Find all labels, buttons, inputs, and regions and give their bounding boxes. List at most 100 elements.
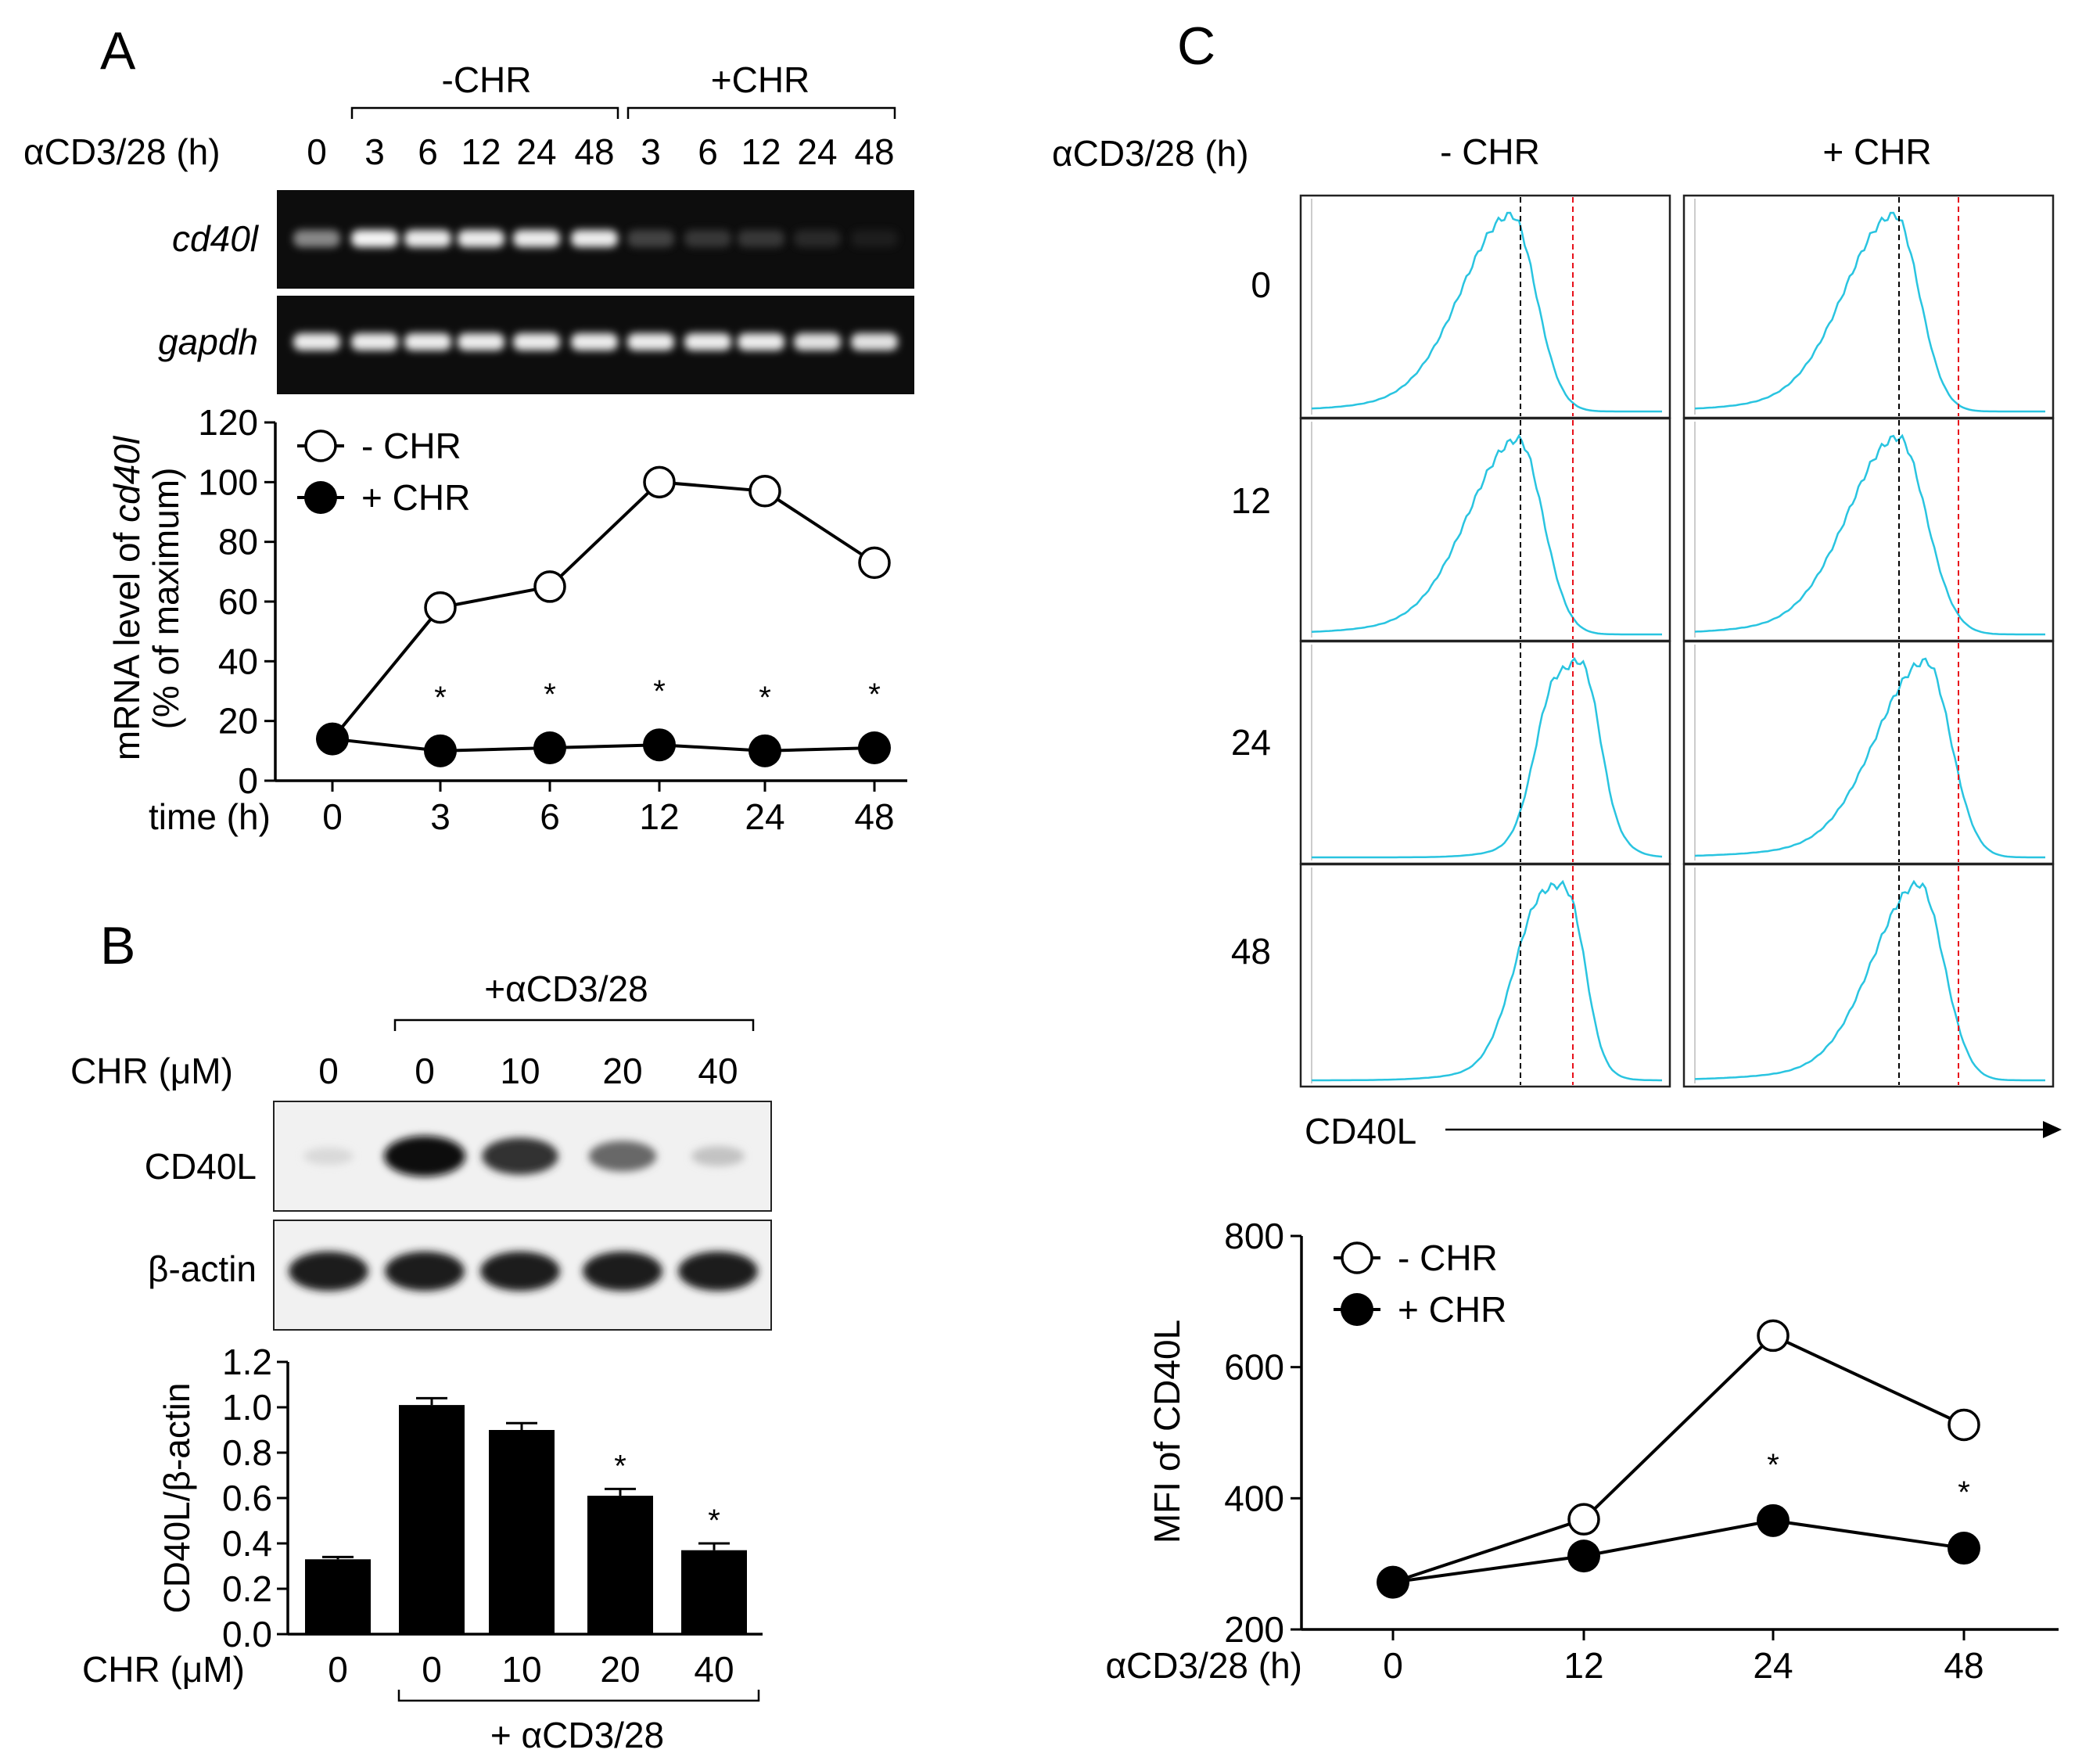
blot-lane-label: 10 [500,1051,540,1091]
y-axis-title: MFI of CD40L [1147,1320,1187,1543]
flow-column-minus-label: - CHR [1440,131,1540,172]
y-tick-label: 200 [1224,1609,1284,1650]
x-tick-label: 0 [1383,1645,1403,1686]
gel-group-minus-label: -CHR [442,59,532,100]
gel-treatment-label: αCD3/28 (h) [23,131,221,172]
y-tick-label: 0.6 [222,1478,272,1518]
x-tick-label: 10 [501,1649,541,1690]
x-tick-label: 48 [1944,1645,1983,1686]
bar [587,1496,653,1634]
x-tick-label: 24 [745,796,784,837]
x-tick-label: 0 [328,1649,348,1690]
flow-histogram-box [1299,417,1671,642]
bar [489,1430,555,1634]
gel-lane-label: 48 [854,131,894,172]
flow-histogram-trace [1312,656,1663,859]
legend-label: - CHR [1398,1238,1498,1278]
gel-bracket-minus [350,106,619,119]
panel-letter-b: B [100,916,135,975]
gel-row-cd40l-label: cd40l [172,218,260,259]
significance-star: * [868,677,881,712]
gel-row-gapdh-label: gapdh [158,322,258,362]
data-point-filled [533,731,566,765]
x-tick-label: 20 [600,1649,640,1690]
gel-lane-label: 3 [641,131,661,172]
series-line [1392,1518,1965,1584]
blot-dose-label: CHR (μM) [70,1051,233,1091]
data-point-open [1757,1319,1790,1353]
data-point-filled [858,731,891,765]
gel-band-cd40l [404,230,451,247]
flow-histogram-trace [1311,211,1662,413]
y-tick-label: 60 [218,581,258,622]
flow-histogram-trace [1694,433,2045,636]
flow-histogram-trace [1694,657,2045,859]
flow-histogram-box [1682,863,2055,1088]
x-tick-label: 48 [854,796,894,837]
x-axis-title: time (h) [149,796,271,837]
x-tick-label: 12 [639,796,679,837]
y-tick-label: 0.0 [222,1614,272,1654]
series-line [331,480,876,740]
y-axis-title: mRNA level of cd40l [106,435,147,760]
chart-c: 200 400 600 800 0 12 24 48 αCD3/28 (h) * * - CHR + C… [1105,1216,2059,1686]
flow-histograms-c: αCD3/28 (h) - CHR + CHR 0 12 24 48 CD40L [1052,131,2062,1151]
flow-row-label: 0 [1251,264,1271,305]
panel-letter-a: A [100,21,136,81]
legend-label: - CHR [361,426,461,466]
blot-image-b: +αCD3/28 CHR (μM) 0 0 10 20 40 CD40L β-actin [70,968,772,1331]
legend-label: + CHR [361,477,470,518]
gel-band-gapdh [571,333,618,350]
blot-row-cd40l-label: CD40L [145,1146,257,1187]
y-tick-label: 20 [218,701,258,742]
legend-marker-open [304,429,337,462]
legend-marker-filled [1341,1293,1373,1326]
significance-star: * [1958,1475,1970,1510]
blot-treatment-label: +αCD3/28 [484,968,648,1009]
flow-column-plus-label: + CHR [1822,131,1931,172]
gel-band-cd40l [458,230,504,247]
gel-lane-label: 6 [698,131,718,172]
flow-histogram-trace [1694,879,2045,1082]
legend-label: + CHR [1398,1289,1506,1330]
y-tick-label: 0.2 [222,1568,272,1609]
chart-b: 0.0 0.20.4 0.6 0.81.0 1.2 0 0 10 20 * 40 * CHR (μM) +… [82,1342,763,1755]
y-tick-label: 40 [218,641,258,681]
gel-lane-label: 6 [418,131,438,172]
gel-band-gapdh [794,333,841,350]
gel-band-gapdh [684,333,731,350]
y-tick-label: 0.8 [222,1432,272,1473]
flow-histogram-trace [1311,433,1662,636]
x-tick-label: 12 [1563,1645,1603,1686]
blot-lane-label: 0 [415,1051,435,1091]
data-point-filled [316,722,349,756]
data-point-filled [424,734,457,767]
flow-histogram-trace [1312,879,1662,1082]
significance-star: * [653,674,666,709]
group-label: + αCD3/28 [490,1715,664,1755]
x-tick-label: 24 [1753,1645,1793,1686]
flow-x-arrowhead [2043,1121,2062,1138]
blot-lane-label: 40 [698,1051,738,1091]
flow-histogram-box [1299,863,1671,1088]
blot-band-cd40l [482,1137,558,1175]
data-point-filled [1757,1504,1790,1537]
x-tick-label: 0 [422,1649,442,1690]
data-point-open [643,465,676,499]
flow-x-label: CD40L [1305,1111,1416,1151]
data-point-filled [1948,1532,1980,1565]
gel-band-cd40l [851,230,898,247]
group-bracket [397,1690,760,1702]
gel-band-gapdh [851,333,898,350]
data-point-filled [1377,1565,1409,1599]
blot-band-cd40l [588,1141,657,1172]
blot-band-actin [385,1251,465,1292]
data-point-filled [643,728,676,762]
blot-row-actin-label: β-actin [148,1248,257,1289]
flow-histogram-box [1682,417,2055,642]
gel-lane-label: 0 [307,131,327,172]
data-point-open [749,475,781,508]
significance-star: * [708,1504,720,1538]
gel-lane-label: 12 [461,131,501,172]
